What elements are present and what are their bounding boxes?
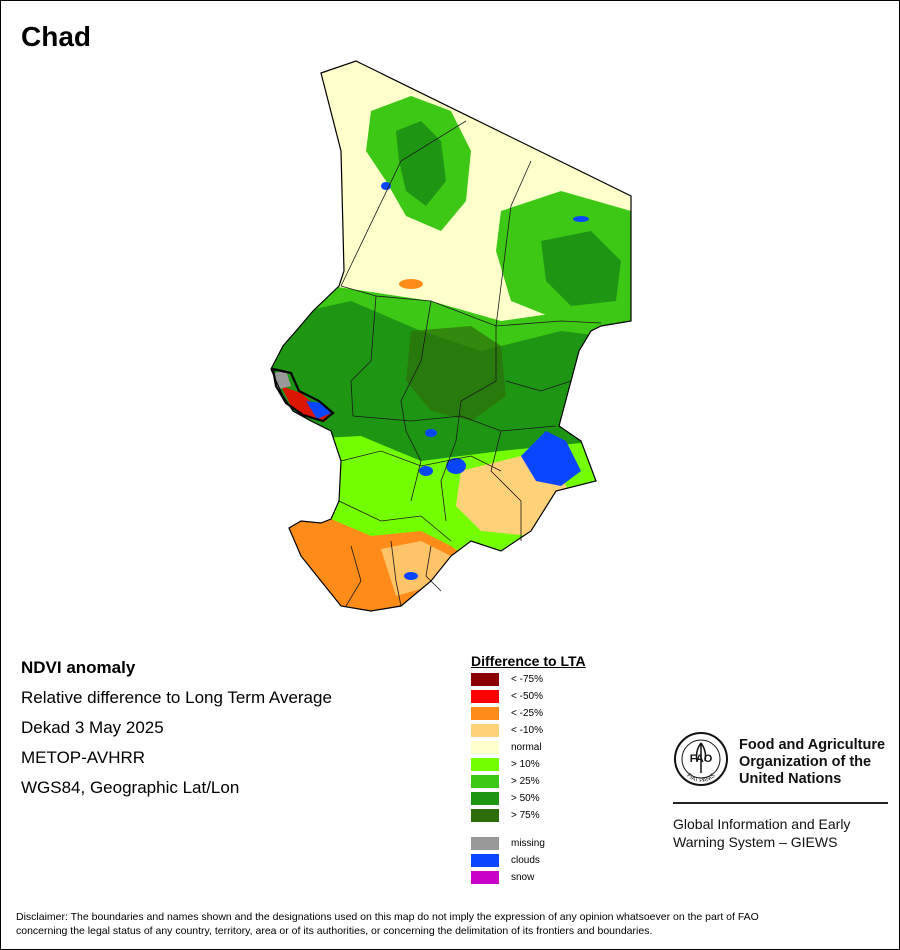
legend-swatch <box>471 724 499 737</box>
legend-label: < -75% <box>511 674 543 685</box>
legend-label: snow <box>511 872 535 883</box>
disclaimer-line2: concerning the legal status of any count… <box>16 925 653 937</box>
fao-divider <box>673 802 888 804</box>
legend-swatch <box>471 707 499 720</box>
legend-label: < -50% <box>511 691 543 702</box>
legend-swatch <box>471 758 499 771</box>
legend-label: clouds <box>511 855 540 866</box>
disclaimer-line1: Disclaimer: The boundaries and names sho… <box>16 911 759 923</box>
legend-swatch <box>471 809 499 822</box>
product-sensor: METOP-AVHRR <box>21 748 146 767</box>
fao-name-line2: Organization of the <box>739 754 872 770</box>
fao-logo-icon: FAO FIAT PANIS <box>674 732 728 786</box>
fao-name-line3: United Nations <box>739 771 842 787</box>
map-title: Chad <box>21 21 91 52</box>
giews-line2: Warning System – GIEWS <box>673 834 838 850</box>
product-description: Relative difference to Long Term Average <box>21 688 332 707</box>
giews-line1: Global Information and Early <box>673 816 851 832</box>
legend-label: < -10% <box>511 725 543 736</box>
legend-swatch <box>471 792 499 805</box>
fao-name-line1: Food and Agriculture <box>739 737 886 753</box>
fao-emblem-motto: FIAT PANIS <box>685 773 716 784</box>
product-date: Dekad 3 May 2025 <box>21 718 164 737</box>
product-projection: WGS84, Geographic Lat/Lon <box>21 778 240 797</box>
legend-swatch <box>471 741 499 754</box>
legend-label: < -25% <box>511 708 543 719</box>
legend-swatch <box>471 673 499 686</box>
legend-swatch <box>471 871 499 884</box>
legend-label: normal <box>511 742 542 753</box>
legend-label: missing <box>511 838 545 849</box>
legend-label: > 10% <box>511 759 540 770</box>
fao-emblem-text: FAO <box>690 753 713 765</box>
product-name: NDVI anomaly <box>21 658 136 677</box>
legend-swatch <box>471 690 499 703</box>
ndvi-anomaly-map <box>270 60 632 612</box>
legend-label: > 50% <box>511 793 540 804</box>
legend-swatch <box>471 775 499 788</box>
legend-title: Difference to LTA <box>471 653 586 669</box>
legend-swatch <box>471 854 499 867</box>
legend-label: > 75% <box>511 810 540 821</box>
legend-label: > 25% <box>511 776 540 787</box>
legend-swatch <box>471 837 499 850</box>
